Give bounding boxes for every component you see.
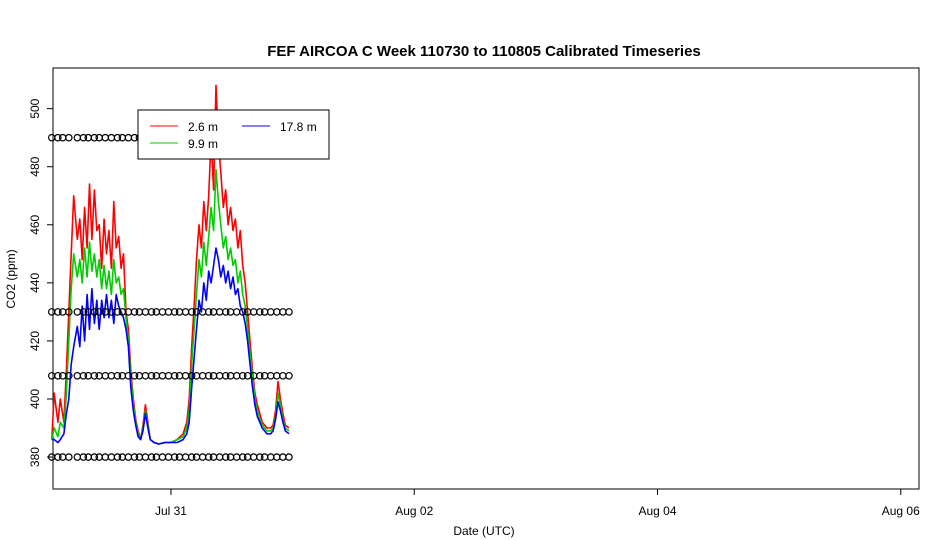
legend-label-17-8m: 17.8 m	[280, 120, 317, 134]
marker-point	[170, 308, 179, 316]
y-tick-label: 420	[28, 331, 42, 351]
marker-point	[187, 371, 196, 380]
x-tick-label: Aug 02	[395, 504, 433, 518]
marker-point	[54, 133, 62, 142]
marker-point	[255, 308, 264, 316]
x-tick-label: Aug 06	[882, 504, 920, 518]
marker-point	[221, 371, 230, 380]
marker-point	[204, 308, 213, 316]
marker-point	[147, 371, 156, 380]
marker-point	[54, 453, 62, 461]
marker-point	[65, 453, 73, 461]
marker-point	[204, 371, 213, 380]
y-tick-label: 460	[28, 214, 42, 234]
marker-point	[147, 453, 156, 461]
legend-box	[137, 109, 330, 160]
marker-point	[204, 453, 213, 461]
marker-point	[65, 308, 73, 316]
marker-point	[54, 308, 62, 316]
marker-point	[147, 308, 156, 316]
marker-point	[79, 371, 88, 380]
marker-point	[54, 371, 62, 380]
y-tick-label: 480	[28, 156, 42, 176]
marker-point	[285, 308, 293, 316]
marker-point	[65, 133, 73, 142]
marker-point	[238, 371, 247, 380]
marker-point	[285, 371, 293, 380]
marker-point	[90, 371, 99, 380]
marker-point	[285, 453, 293, 461]
marker-point	[130, 308, 139, 316]
y-tick-label: 500	[28, 98, 42, 118]
legend: 2.6 m 17.8 m 9.9 m	[137, 109, 330, 160]
marker-point	[65, 371, 73, 380]
x-axis: Jul 31 Aug 02 Aug 04 Aug 06	[155, 489, 920, 518]
marker-point	[187, 453, 196, 461]
marker-point	[90, 453, 99, 461]
y-tick-label: 440	[28, 273, 42, 293]
marker-point	[238, 453, 247, 461]
marker-point	[170, 453, 179, 461]
chart-title: FEF AIRCOA C Week 110730 to 110805 Calib…	[267, 43, 701, 60]
marker-point	[255, 453, 264, 461]
marker-point	[221, 453, 230, 461]
marker-point	[238, 308, 247, 316]
marker-point	[113, 133, 122, 142]
legend-label-2-6m: 2.6 m	[188, 120, 218, 134]
y-axis: 380 400 420 440 460 480 500	[28, 98, 53, 467]
marker-point	[90, 308, 99, 316]
x-axis-label: Date (UTC)	[453, 524, 514, 538]
x-tick-label: Aug 04	[638, 504, 676, 518]
marker-point	[221, 308, 230, 316]
marker-point	[255, 371, 264, 380]
marker-point	[113, 371, 122, 380]
plot-frame	[52, 67, 920, 490]
marker-point	[79, 308, 88, 316]
marker-point	[79, 133, 88, 142]
marker-point	[187, 308, 196, 316]
marker-point	[90, 133, 99, 142]
x-tick-label: Jul 31	[155, 504, 187, 518]
series-line-9-9-m	[51, 168, 290, 445]
y-axis-label: CO2 (ppm)	[4, 249, 18, 308]
marker-point	[130, 453, 139, 461]
y-tick-label: 380	[28, 447, 42, 467]
marker-point	[113, 453, 122, 461]
marker-point	[79, 453, 88, 461]
marker-point	[130, 371, 139, 380]
marker-point	[170, 371, 179, 380]
marker-point	[113, 308, 122, 316]
legend-label-9-9m: 9.9 m	[188, 137, 218, 151]
y-tick-label: 400	[28, 389, 42, 409]
